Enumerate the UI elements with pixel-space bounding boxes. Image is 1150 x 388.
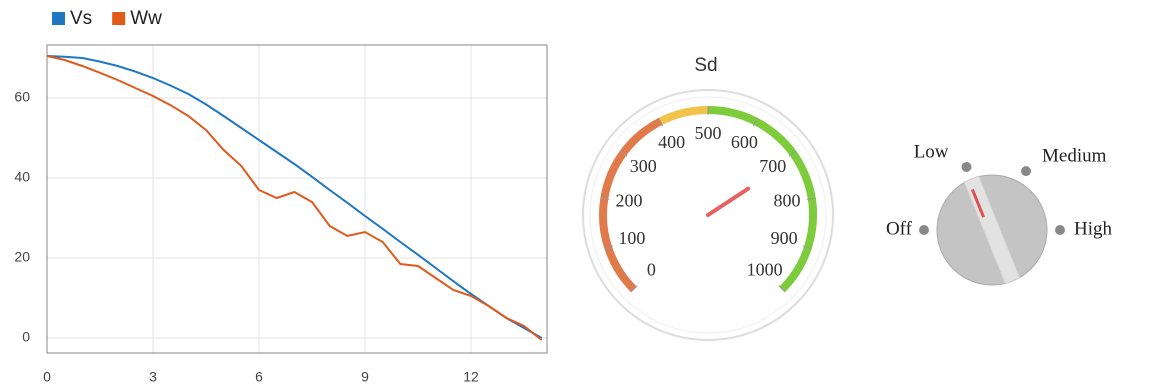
knob-option-label: Medium — [1042, 145, 1107, 166]
gauge-tick-label: 300 — [630, 156, 657, 176]
gauge-tick-label: 900 — [771, 228, 798, 248]
gauge-needle — [706, 186, 751, 217]
y-tick-label: 20 — [14, 249, 30, 265]
legend-label: Vs — [70, 8, 92, 29]
x-tick-label: 12 — [463, 369, 479, 385]
legend-swatch — [112, 12, 126, 25]
gauge-tick-label: 500 — [695, 123, 722, 143]
gauge-tick — [604, 245, 614, 250]
gauge-tick-label: 0 — [647, 260, 656, 280]
gauge-tick — [752, 117, 758, 127]
gauge-tick-label: 400 — [658, 132, 685, 152]
gauge-tick-label: 800 — [774, 191, 801, 211]
y-tick-label: 0 — [22, 329, 30, 345]
series-line — [46, 55, 543, 341]
legend-swatch — [52, 12, 65, 25]
gauge-tick — [630, 285, 638, 293]
x-tick-label: 9 — [361, 369, 369, 385]
legend-label: Ww — [130, 8, 162, 29]
gauge-band — [658, 106, 709, 126]
gauge-tick — [658, 117, 664, 127]
y-tick-label: 40 — [14, 169, 30, 185]
knob-option-dot — [961, 161, 972, 172]
x-tick-label: 0 — [43, 369, 51, 385]
gauge-tick-label: 1000 — [747, 260, 783, 280]
knob-indicator — [970, 188, 985, 218]
knob[interactable] — [936, 174, 1048, 286]
gauge-tick — [600, 197, 610, 200]
knob-option-dot — [919, 225, 929, 235]
knob-option-label: High — [1074, 218, 1113, 239]
gauge-tick-label: 200 — [615, 191, 642, 211]
gauge-tick-label: 600 — [731, 132, 758, 152]
gauge-tick — [778, 285, 786, 293]
gauge-tick — [806, 197, 816, 200]
plot-border — [46, 44, 548, 354]
gauge-tick — [802, 245, 812, 250]
y-tick-label: 60 — [14, 89, 30, 105]
gauge-tick — [788, 150, 797, 157]
knob-option-label: Off — [886, 218, 913, 239]
knob-pointer — [963, 175, 1021, 285]
gauge-title: Sd — [694, 55, 717, 76]
gauge-tick-label: 100 — [618, 228, 645, 248]
gauge-tick-label: 700 — [759, 156, 786, 176]
x-tick-label: 6 — [255, 369, 263, 385]
knob-option-dot — [1021, 166, 1031, 177]
gauge-tick — [619, 150, 628, 157]
knob-option-dot — [1055, 225, 1065, 235]
x-tick-label: 3 — [149, 369, 157, 385]
series-line — [46, 55, 543, 339]
gauge-band — [707, 106, 817, 293]
knob-option-label: Low — [914, 141, 949, 162]
